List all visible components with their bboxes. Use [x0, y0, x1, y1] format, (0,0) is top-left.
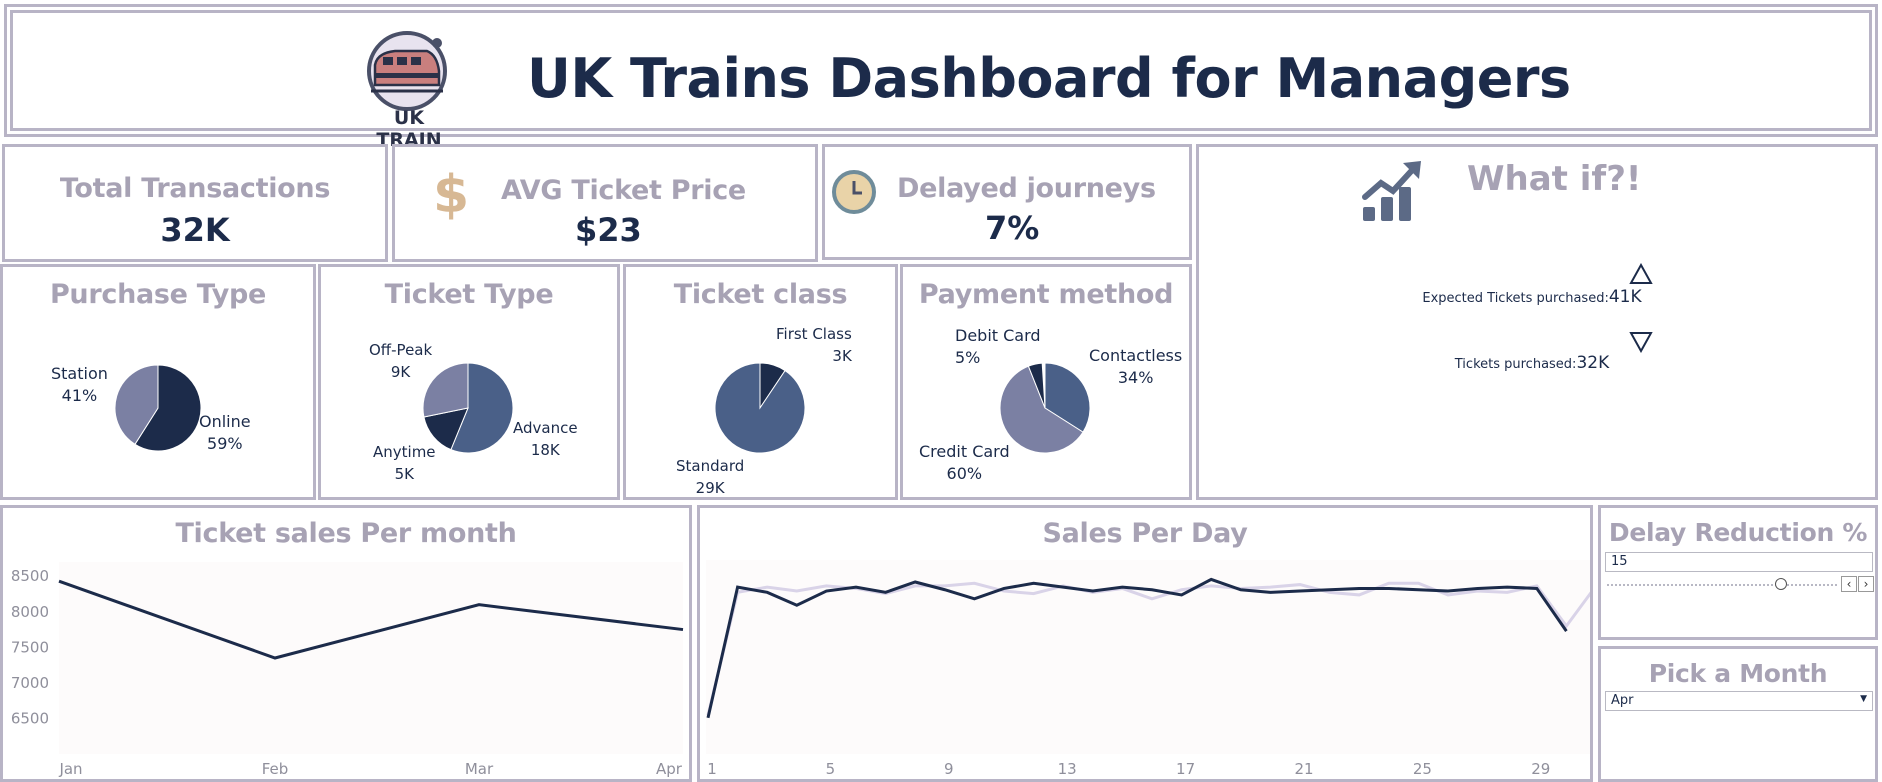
what-if-title: What if?! [1467, 159, 1642, 199]
kpi-value: 7% [985, 209, 1040, 247]
clock-icon [832, 170, 876, 214]
ticket-class-panel: Ticket class First Class 3K Standard 29K [623, 264, 898, 500]
x-tick-label: 13 [1058, 760, 1077, 778]
slider-increment-button[interactable]: › [1858, 576, 1874, 592]
purchase-type-pie [114, 364, 202, 452]
daily-line-chart: 1 5 9 13 17 21 25 29 [706, 560, 1590, 778]
x-tick-label: 5 [826, 760, 836, 778]
x-tick-label: 17 [1176, 760, 1195, 778]
payment-method-panel: Payment method Debit Card 5% Contactless 3… [900, 264, 1192, 500]
month-select-value: Apr [1611, 693, 1634, 708]
pie-label-anytime: Anytime 5K [373, 443, 436, 483]
current-series-line[interactable] [706, 577, 1568, 719]
pie-label-online: Online 59% [199, 412, 251, 453]
delay-reduction-panel: Delay Reduction % 15 ‹ › [1598, 505, 1878, 640]
control-title: Pick a Month [1648, 659, 1828, 688]
y-tick-label: 8500 [11, 567, 49, 585]
dollar-icon: $ [433, 165, 470, 225]
expected-tickets-label: Expected Tickets purchased: [1422, 291, 1609, 306]
header-banner: UK TRAIN UK Trains Dashboard for Manager… [4, 4, 1878, 151]
ticket-type-panel: Ticket Type Off-Peak 9K Advance 18K Anytim… [318, 264, 620, 500]
pie-label-credit-card: Credit Card 60% [919, 442, 1010, 483]
control-title: Delay Reduction % [1608, 518, 1868, 547]
pie-label-station: Station 41% [51, 364, 108, 405]
triangle-up-icon [1629, 263, 1653, 284]
x-tick-label: Feb [262, 760, 289, 778]
pie-slice-credit-card[interactable] [999, 365, 1084, 454]
triangle-down-icon [1629, 332, 1653, 353]
plot-area [59, 562, 683, 754]
pie-slice-standard[interactable] [714, 362, 806, 454]
panel-title: Ticket Type [384, 279, 554, 310]
chart-title: Ticket sales Per month [175, 518, 517, 549]
monthly-line-chart: 6500 7000 7500 8000 8500 Jan Feb Mar Apr [11, 562, 684, 778]
pie-label-debit-card: Debit Card 5% [955, 326, 1041, 367]
kpi-delayed-journeys: Delayed journeys 7% [822, 144, 1192, 260]
pie-slice-debit-card[interactable] [1027, 362, 1046, 409]
y-tick-label: 6500 [11, 709, 49, 727]
pie-slice-off-peak[interactable] [422, 362, 469, 418]
chart-title: Sales Per Day [1042, 518, 1248, 549]
pie-label-contactless: Contactless 34% [1089, 346, 1183, 387]
kpi-value: $23 [575, 211, 642, 249]
x-tick-label: 21 [1294, 760, 1313, 778]
pie-label-standard: Standard 29K [676, 457, 745, 497]
x-tick-label: Apr [656, 760, 683, 778]
what-if-panel: What if?! Expected Tickets purchased:41K… [1196, 144, 1878, 500]
kpi-avg-ticket-price: $ AVG Ticket Price $23 [392, 144, 818, 262]
expected-tickets-value: 41K [1608, 287, 1642, 307]
y-tick-label: 8000 [11, 603, 49, 621]
pie-label-advance: Advance 18K [513, 419, 578, 459]
tickets-purchased-label: Tickets purchased: [1454, 357, 1577, 372]
train-logo-icon [367, 31, 447, 111]
page-title: UK Trains Dashboard for Managers [527, 47, 1571, 110]
x-tick-label: 25 [1413, 760, 1432, 778]
y-tick-label: 7000 [11, 674, 49, 692]
series-line[interactable] [58, 579, 684, 660]
kpi-value: 32K [160, 211, 230, 249]
chevron-down-icon: ▼ [1860, 694, 1867, 704]
kpi-title: Delayed journeys [897, 173, 1156, 204]
ticket-class-pie [714, 362, 806, 454]
x-tick-label: 1 [707, 760, 717, 778]
trend-up-chart-icon [1362, 161, 1421, 221]
slider-decrement-button[interactable]: ‹ [1841, 576, 1857, 592]
panel-title: Payment method [918, 279, 1174, 310]
y-tick-label: 7500 [11, 638, 49, 656]
x-tick-label: Mar [465, 760, 494, 778]
payment-method-pie [999, 362, 1091, 454]
purchase-type-panel: Purchase Type Station 41% Online 59% [0, 264, 316, 500]
pie-slice-station[interactable] [114, 364, 159, 445]
x-tick-label: 9 [944, 760, 954, 778]
pie-slice-advance[interactable] [450, 362, 514, 454]
ticket-type-pie [422, 362, 514, 454]
kpi-title: Total Transactions [59, 173, 331, 204]
x-tick-label: Jan [58, 760, 82, 778]
pie-label-first-class: First Class 3K [776, 325, 852, 365]
delay-reduction-slider-thumb[interactable] [1774, 578, 1787, 590]
kpi-total-transactions: Total Transactions 32K [2, 144, 388, 262]
delay-reduction-input[interactable]: 15 [1605, 552, 1873, 572]
pick-a-month-panel: Pick a Month Apr ▼ [1598, 646, 1878, 782]
tickets-purchased-line: Tickets purchased:32K [1189, 353, 1875, 373]
sales-per-day-panel: Sales Per Day 1 5 9 13 17 21 25 29 [697, 505, 1593, 782]
tickets-purchased-value: 32K [1576, 353, 1610, 373]
ticket-sales-per-month-panel: Ticket sales Per month 6500 7000 7500 8000 8… [0, 505, 692, 782]
pie-slice-online[interactable] [134, 364, 202, 452]
kpi-title: AVG Ticket Price [501, 175, 746, 206]
panel-title: Purchase Type [49, 279, 267, 310]
month-select[interactable]: Apr ▼ [1605, 691, 1873, 711]
delay-reduction-slider-track[interactable] [1607, 584, 1837, 586]
panel-title: Ticket class [673, 279, 848, 310]
pie-label-off-peak: Off-Peak 9K [369, 341, 433, 381]
x-tick-label: 29 [1531, 760, 1550, 778]
expected-tickets-line: Expected Tickets purchased:41K [1189, 287, 1875, 307]
